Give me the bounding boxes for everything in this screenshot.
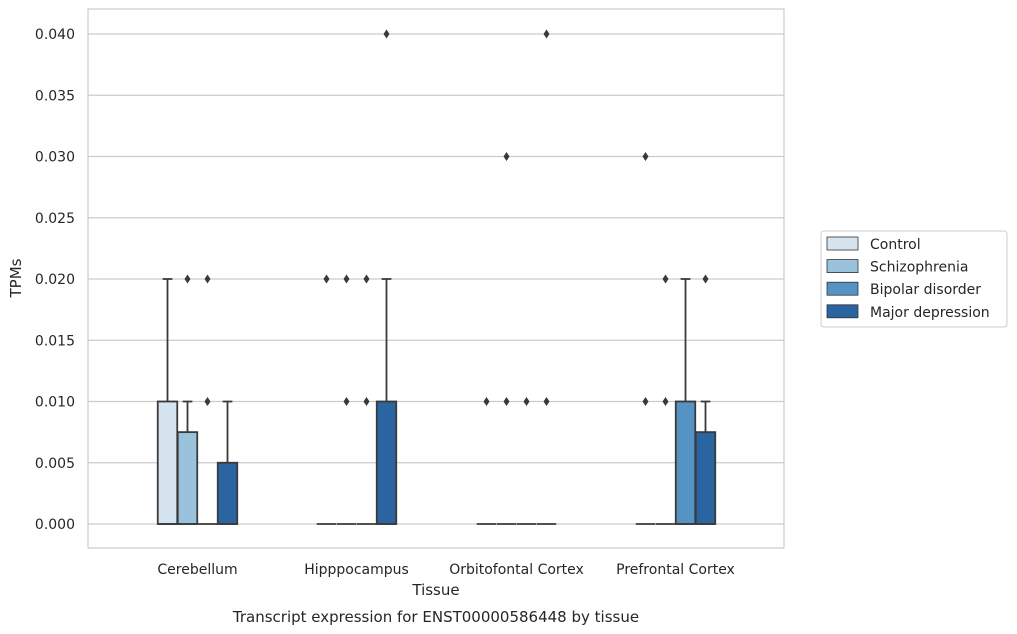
x-tick-label: Hipppocampus	[304, 562, 409, 578]
box	[694, 274, 717, 525]
gridlines	[88, 33, 784, 525]
box	[496, 152, 517, 525]
outlier-point	[543, 29, 550, 39]
y-tick-label: 0.035	[35, 88, 75, 104]
chart-title: Transcript expression for ENST0000058644…	[232, 608, 639, 626]
outlier-point	[483, 397, 490, 406]
x-tick-label: Prefrontal Cortex	[616, 562, 735, 578]
legend-swatch	[826, 281, 859, 296]
outlier-point	[642, 152, 649, 161]
outlier-point	[503, 152, 510, 161]
outlier-point	[523, 397, 530, 406]
box-body	[156, 400, 179, 525]
outlier-point	[702, 274, 709, 284]
legend: Control Schizophrenia Bipolar disorder Majo…	[820, 230, 1008, 328]
outlier-point	[383, 29, 390, 39]
outlier-point	[204, 274, 211, 284]
box	[316, 274, 337, 525]
outlier-point	[662, 397, 669, 406]
legend-label: Major depression	[870, 305, 990, 321]
legend-swatch	[826, 304, 859, 319]
box	[336, 274, 357, 525]
y-tick-label: 0.025	[35, 211, 75, 227]
y-tick-label: 0.020	[35, 272, 75, 288]
plot-frame	[87, 8, 785, 549]
box	[516, 397, 537, 525]
legend-label: Bipolar disorder	[870, 282, 981, 298]
y-tick-label: 0.030	[35, 150, 75, 166]
box-body	[176, 431, 199, 525]
legend-frame	[820, 230, 1008, 328]
box	[356, 274, 377, 525]
outlier-point	[543, 397, 550, 406]
outlier-point	[204, 397, 211, 406]
legend-label: Schizophrenia	[870, 260, 968, 276]
legend-swatch	[826, 236, 859, 251]
outlier-point	[642, 397, 649, 406]
box	[176, 274, 199, 525]
box	[216, 400, 239, 525]
box-body	[674, 400, 697, 525]
legend-label: Control	[870, 237, 921, 253]
box	[536, 29, 557, 525]
outlier-point	[184, 274, 191, 284]
outlier-point	[363, 397, 370, 406]
box-body	[375, 400, 398, 525]
box-body	[216, 461, 239, 525]
x-tick-label: Cerebellum	[157, 562, 237, 578]
boxes-layer	[156, 29, 717, 525]
box	[197, 274, 218, 525]
y-axis-ticks: 0.000 0.005 0.010 0.015 0.020 0.025 0.030 0.035…	[35, 27, 75, 533]
y-tick-label: 0.040	[35, 27, 75, 43]
box	[674, 278, 697, 525]
x-tick-label: Orbitofontal Cortex	[449, 562, 584, 578]
box	[476, 397, 497, 525]
outlier-point	[662, 274, 669, 284]
y-tick-label: 0.005	[35, 456, 75, 472]
outlier-point	[343, 397, 350, 406]
box	[635, 152, 656, 525]
outlier-point	[343, 274, 350, 284]
x-axis-ticks: Cerebellum Hipppocampus Orbitofontal Corte…	[157, 562, 734, 578]
y-tick-label: 0.000	[35, 517, 75, 533]
box-body	[694, 431, 717, 525]
box	[655, 274, 676, 525]
outlier-point	[363, 274, 370, 284]
legend-swatch	[826, 259, 859, 274]
y-tick-label: 0.010	[35, 395, 75, 411]
x-axis-label: Tissue	[411, 581, 459, 599]
outlier-point	[503, 397, 510, 406]
y-tick-label: 0.015	[35, 333, 75, 349]
box	[375, 29, 398, 525]
y-axis-label: TPMs	[7, 258, 25, 298]
outlier-point	[323, 274, 330, 284]
box	[156, 278, 179, 525]
